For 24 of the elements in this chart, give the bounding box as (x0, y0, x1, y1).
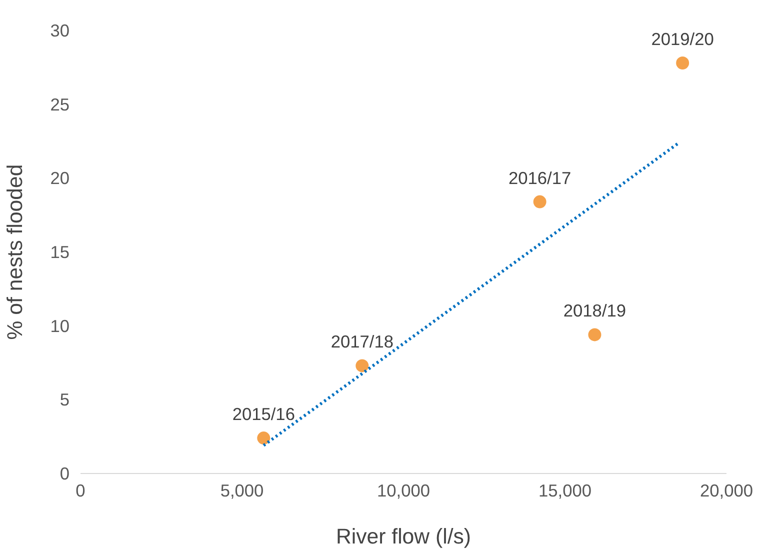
y-tick-label: 5 (60, 390, 70, 410)
annotation: 2017/18 (330, 332, 394, 352)
y-tick-label: 20 (50, 168, 70, 188)
x-tick-label: 20,000 (700, 480, 753, 500)
point (257, 432, 270, 445)
x-tick-label: 5,000 (220, 480, 264, 500)
annotation: 2018/19 (563, 300, 626, 321)
x-tick-label: 10,000 (377, 480, 430, 500)
point (588, 328, 602, 342)
annotation: 2016/17 (508, 168, 572, 188)
y-tick-label: 15 (50, 242, 70, 262)
y-tick-label: 25 (50, 94, 70, 114)
point (356, 359, 369, 372)
point (676, 56, 690, 70)
x-tick-label: 0 (76, 480, 86, 500)
annotation: 2019/20 (651, 28, 714, 49)
y-tick-label: 30 (50, 20, 70, 40)
x-axis-title: River flow (l/s) (336, 524, 472, 548)
y-tick-label: 10 (50, 316, 70, 336)
annotation: 2015/16 (232, 404, 295, 424)
point (533, 195, 546, 208)
y-axis-title: % of nests flooded (3, 164, 28, 340)
y-tick-label: 0 (60, 464, 70, 484)
x-tick-label: 15,000 (538, 480, 592, 500)
